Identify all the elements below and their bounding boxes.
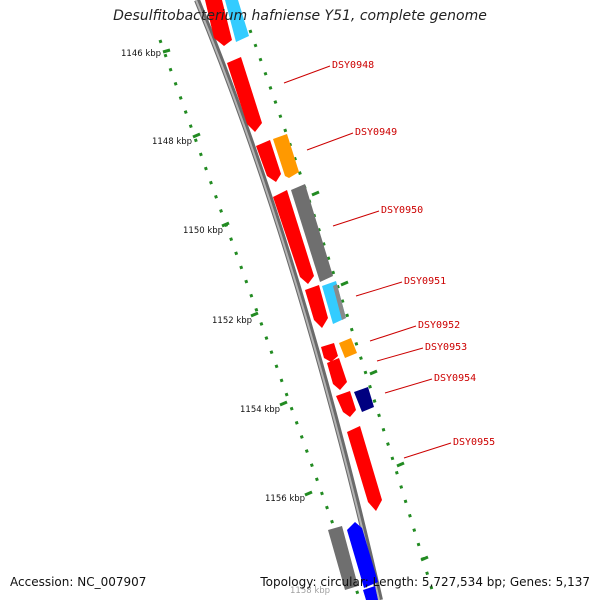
gene-arrow-dsy0954[interactable] <box>354 387 374 412</box>
gene-arrow-dsy0951[interactable] <box>322 281 346 324</box>
gene-arrow-dsy0948[interactable] <box>227 57 262 132</box>
kbp-label: 1152 kbp <box>212 316 252 326</box>
accession-text: Accession: NC_007907 <box>10 575 147 589</box>
gene-arrow[interactable] <box>336 391 356 417</box>
map-title: Desulfitobacterium hafniense Y51, comple… <box>113 8 487 24</box>
kbp-label: 1154 kbp <box>240 405 280 415</box>
genome-summary: Topology: circular; Length: 5,727,534 bp… <box>260 575 590 589</box>
kbp-label: 1156 kbp <box>265 494 305 504</box>
gene-arrow[interactable] <box>305 285 328 328</box>
gene-arrow[interactable] <box>328 526 358 590</box>
kbp-label: 1158 kbp <box>290 586 330 596</box>
gene-arrow-dsy0955[interactable] <box>347 426 382 511</box>
gene-label-dsy0948[interactable]: DSY0948 <box>332 60 374 71</box>
gene-label-dsy0952[interactable]: DSY0952 <box>418 320 460 331</box>
genome-backbone <box>194 0 383 600</box>
gene-arrow[interactable] <box>273 190 314 284</box>
gene-features <box>205 0 382 600</box>
gene-arrow[interactable] <box>363 586 378 600</box>
kbp-label: 1148 kbp <box>152 137 192 147</box>
gene-arrow-dsy0953[interactable] <box>327 358 347 390</box>
gene-label-dsy0949[interactable]: DSY0949 <box>355 127 397 138</box>
gene-arrow-dsy0949[interactable] <box>273 134 299 178</box>
gene-arrow[interactable] <box>321 343 338 362</box>
gene-label-dsy0954[interactable]: DSY0954 <box>434 373 476 384</box>
gene-arrow[interactable] <box>225 0 249 42</box>
gene-label-dsy0953[interactable]: DSY0953 <box>425 342 467 353</box>
gene-arrow[interactable] <box>205 0 232 46</box>
gene-label-dsy0950[interactable]: DSY0950 <box>381 205 423 216</box>
gene-label-dsy0955[interactable]: DSY0955 <box>453 437 495 448</box>
gene-arrow-dsy0952[interactable] <box>339 338 357 358</box>
gene-label-dsy0951[interactable]: DSY0951 <box>404 276 446 287</box>
gene-arrow[interactable] <box>347 522 378 588</box>
kbp-ticks <box>162 48 429 562</box>
tick-track-inner <box>158 39 362 600</box>
gene-arrow[interactable] <box>256 140 281 182</box>
leader-lines <box>283 65 452 459</box>
gene-arrow-dsy0950[interactable] <box>291 184 333 282</box>
kbp-label: 1146 kbp <box>121 49 161 59</box>
kbp-label: 1150 kbp <box>183 226 223 236</box>
